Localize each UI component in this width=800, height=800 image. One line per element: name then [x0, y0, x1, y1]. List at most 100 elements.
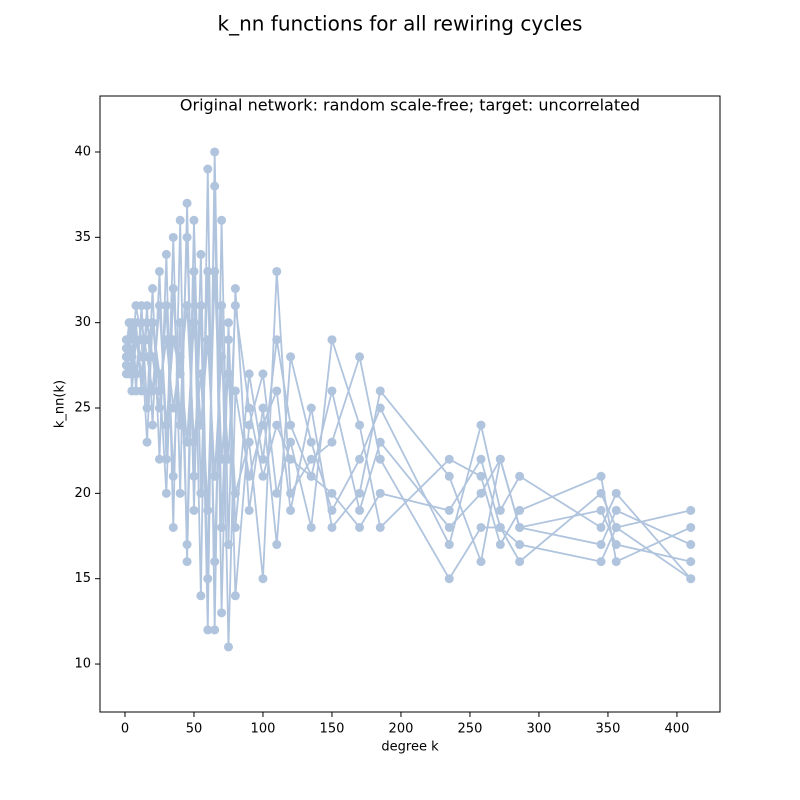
y-tick-label: 25 [74, 401, 91, 416]
data-point [131, 369, 141, 379]
data-point [182, 437, 192, 447]
data-point [131, 335, 141, 345]
data-point [203, 266, 213, 276]
data-point [272, 266, 282, 276]
data-point [258, 420, 268, 430]
data-point [596, 522, 606, 532]
data-point [596, 488, 606, 498]
data-point [154, 454, 164, 464]
data-point [137, 318, 147, 328]
data-point [327, 335, 337, 345]
data-point [142, 437, 152, 447]
y-tick-label: 15 [74, 571, 91, 586]
data-point [286, 420, 296, 430]
data-point [375, 386, 385, 396]
data-point [182, 232, 192, 242]
data-point [182, 557, 192, 567]
data-point [244, 369, 254, 379]
data-point [515, 540, 525, 550]
data-point [476, 557, 486, 567]
series-line [125, 305, 692, 580]
data-point [686, 557, 696, 567]
data-point [476, 522, 486, 532]
data-point [272, 386, 282, 396]
data-point [230, 488, 240, 498]
data-point [161, 488, 171, 498]
data-point [611, 522, 621, 532]
data-point [230, 284, 240, 294]
data-point [306, 471, 316, 481]
data-point [217, 454, 227, 464]
data-point [154, 386, 164, 396]
axes-frame [99, 95, 721, 713]
x-tick-label: 100 [251, 722, 276, 737]
data-point [258, 403, 268, 413]
data-point [230, 386, 240, 396]
data-point [124, 318, 134, 328]
data-point [306, 437, 316, 447]
data-point [223, 642, 233, 652]
data-point [127, 386, 137, 396]
data-point [175, 488, 185, 498]
data-point [286, 454, 296, 464]
data-point [355, 522, 365, 532]
data-point [196, 249, 206, 259]
x-tick-label: 350 [596, 722, 621, 737]
data-point [175, 352, 185, 362]
data-point [131, 301, 141, 311]
data-point [210, 266, 220, 276]
data-point [258, 471, 268, 481]
data-point [611, 557, 621, 567]
data-point [444, 471, 454, 481]
data-point [189, 266, 199, 276]
data-point [355, 505, 365, 515]
data-point [203, 625, 213, 635]
x-tick-label: 50 [186, 722, 203, 737]
data-point [168, 284, 178, 294]
data-point [196, 591, 206, 601]
data-point [124, 335, 134, 345]
data-point [203, 505, 213, 515]
data-point [515, 522, 525, 532]
data-point [182, 301, 192, 311]
data-point [258, 369, 268, 379]
data-point [596, 557, 606, 567]
data-point [306, 403, 316, 413]
data-point [596, 540, 606, 550]
data-point [476, 488, 486, 498]
data-point [127, 352, 137, 362]
data-point [611, 505, 621, 515]
data-point [168, 232, 178, 242]
data-point [168, 471, 178, 481]
data-point [355, 352, 365, 362]
data-point [375, 522, 385, 532]
data-point [306, 522, 316, 532]
data-point [137, 352, 147, 362]
data-point [375, 488, 385, 498]
data-point [244, 505, 254, 515]
data-point [142, 335, 152, 345]
data-point [686, 540, 696, 550]
data-point [476, 454, 486, 464]
data-point [355, 488, 365, 498]
data-point [161, 335, 171, 345]
x-tick-label: 0 [121, 722, 129, 737]
data-point [161, 301, 171, 311]
data-point [175, 215, 185, 225]
data-point [327, 522, 337, 532]
data-point [515, 505, 525, 515]
data-point [148, 284, 158, 294]
data-point [154, 403, 164, 413]
data-point [686, 522, 696, 532]
data-point [189, 505, 199, 515]
data-point [230, 591, 240, 601]
data-point [196, 420, 206, 430]
data-point [355, 420, 365, 430]
data-point [272, 488, 282, 498]
data-point [196, 369, 206, 379]
data-point [306, 454, 316, 464]
data-point [495, 540, 505, 550]
